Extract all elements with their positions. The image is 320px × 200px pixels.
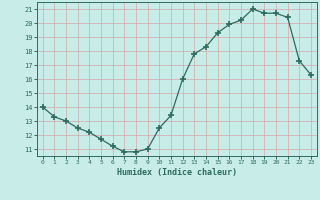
X-axis label: Humidex (Indice chaleur): Humidex (Indice chaleur) [117, 168, 237, 177]
